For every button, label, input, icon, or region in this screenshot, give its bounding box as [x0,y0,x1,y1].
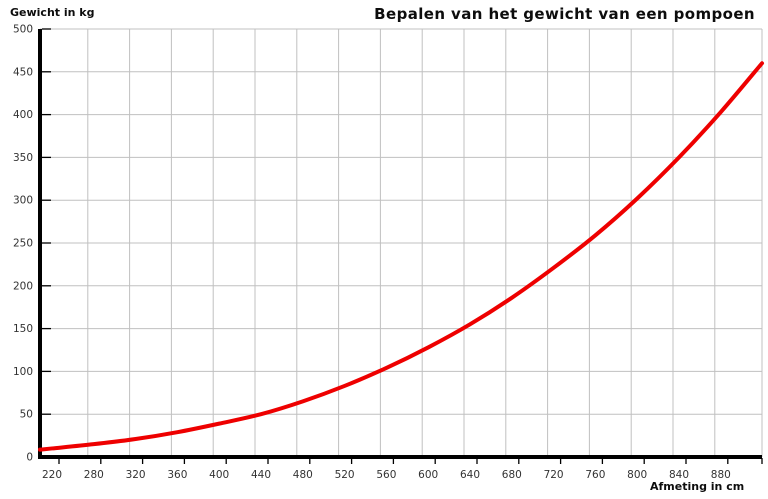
x-tick-label: 600 [418,469,438,481]
x-tick-label: 440 [251,469,271,481]
y-tick-label: 500 [13,24,33,36]
x-tick-label: 760 [585,469,605,481]
x-tick-label: 880 [711,469,731,481]
y-tick-label: 200 [13,280,33,292]
y-tick-label: 450 [13,66,33,78]
chart-title: Bepalen van het gewicht van een pompoen [374,5,755,23]
y-tick-label: 150 [13,323,33,335]
x-axis-title: Afmeting in cm [650,480,745,493]
x-tick-label: 320 [126,469,146,481]
x-tick-label: 360 [167,469,187,481]
y-tick-label: 300 [13,195,33,207]
x-tick-label: 800 [627,469,647,481]
x-tick-label: 520 [335,469,355,481]
x-tick-label: 640 [460,469,480,481]
y-tick-label: 50 [20,409,33,421]
x-tick-label: 220 [42,469,62,481]
x-tick-label: 480 [293,469,313,481]
weight-curve [38,61,764,452]
y-tick-label: 0 [26,452,33,464]
x-tick-label: 280 [84,469,104,481]
y-tick-label: 100 [13,366,33,378]
y-tick-label: 400 [13,109,33,121]
x-tick-label: 680 [502,469,522,481]
x-tick-label: 840 [669,469,689,481]
y-tick-label: 350 [13,152,33,164]
y-axis-title: Gewicht in kg [10,6,95,19]
x-tick-label: 400 [209,469,229,481]
y-tick-label: 250 [13,238,33,250]
x-tick-label: 560 [376,469,396,481]
x-tick-label: 720 [544,469,564,481]
